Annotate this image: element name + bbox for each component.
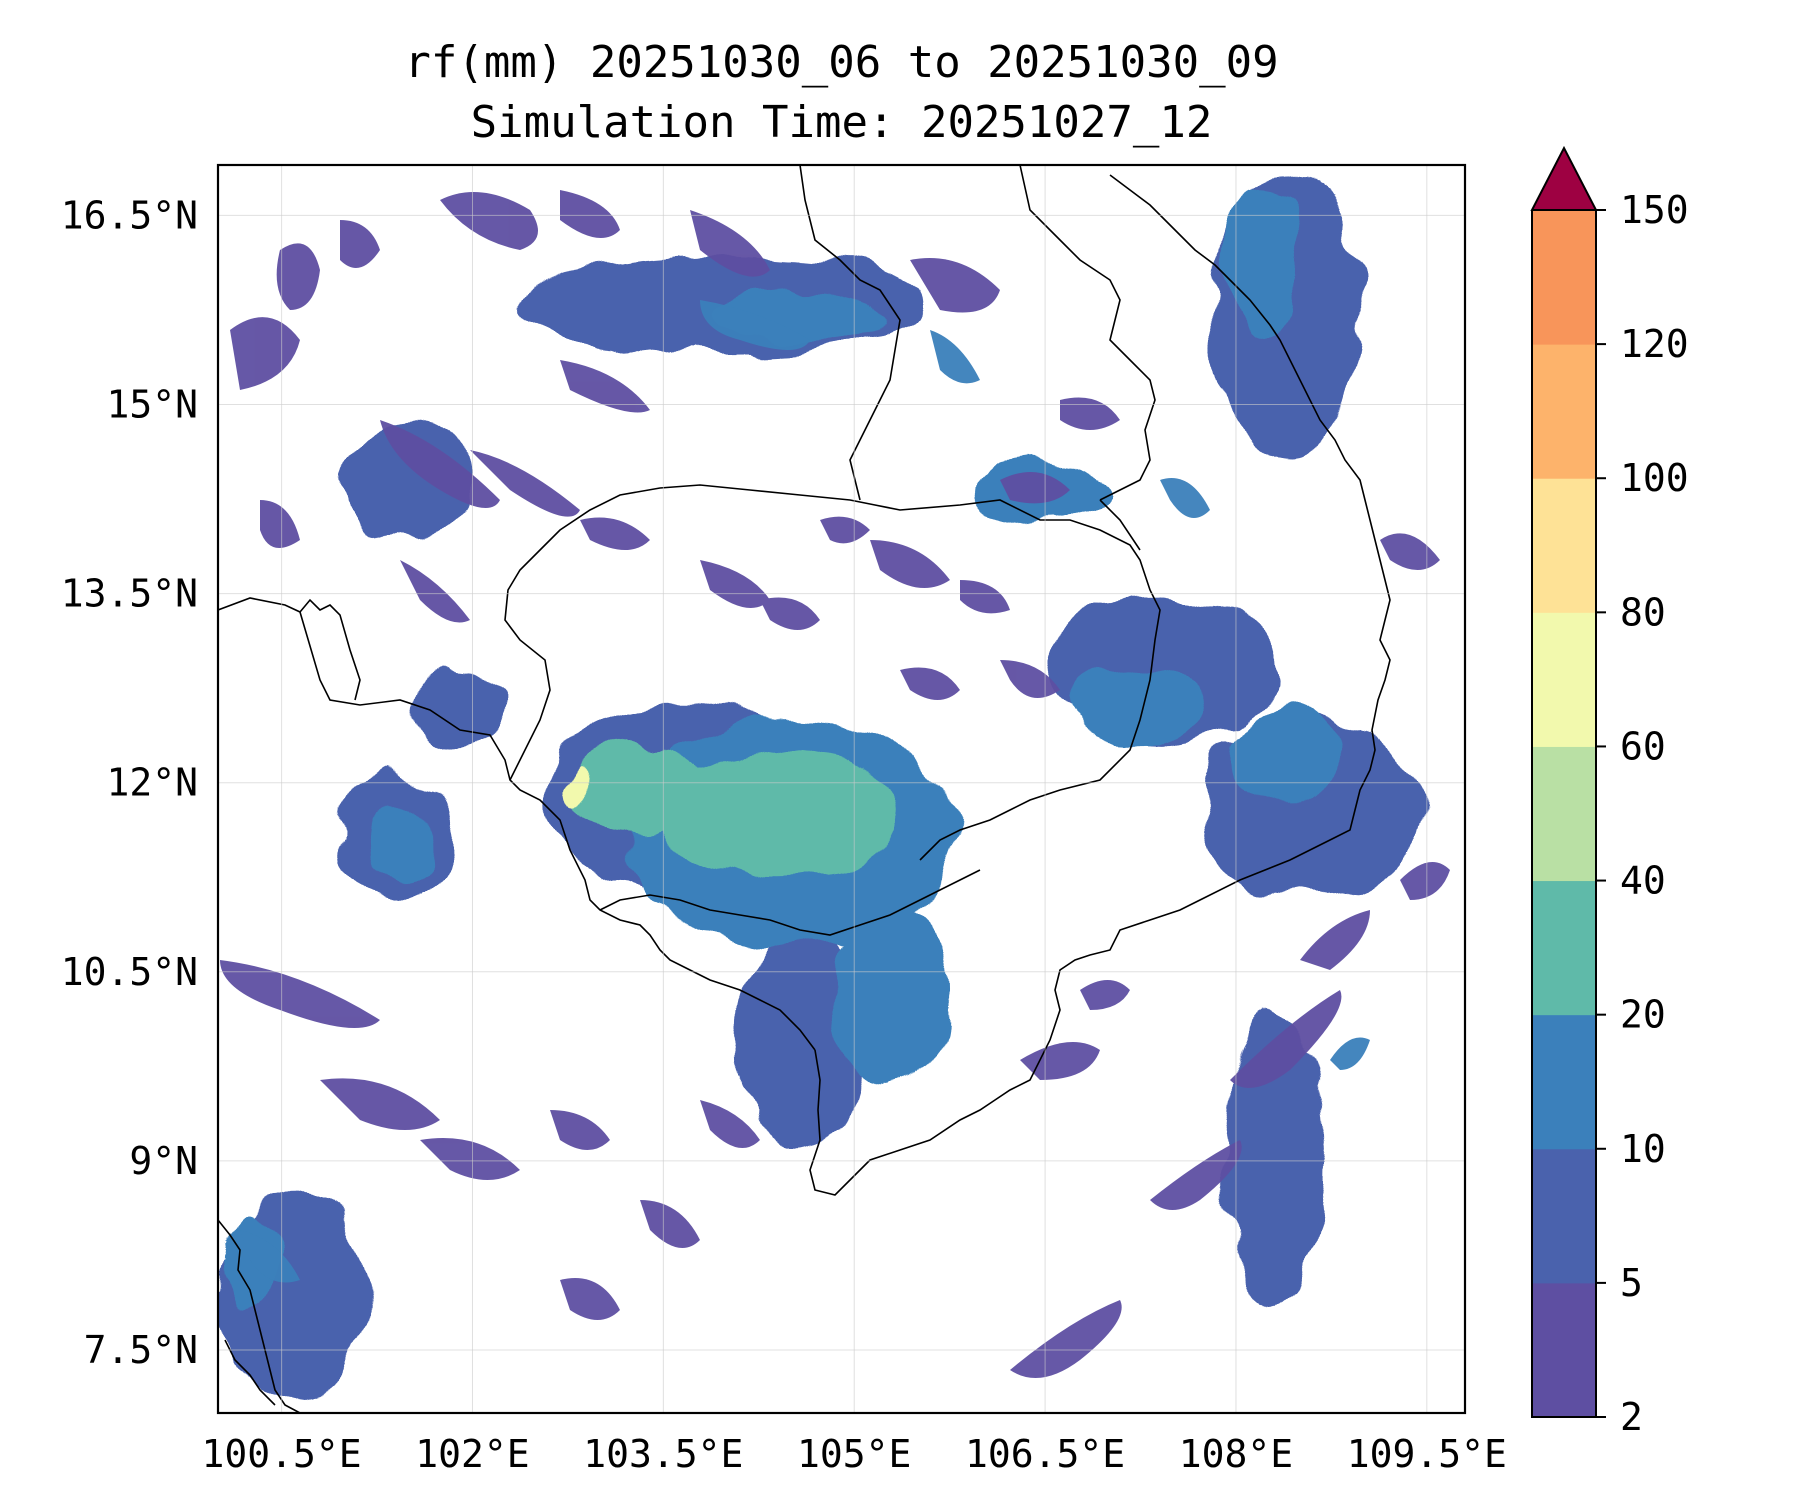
- light-rain-patches: [220, 190, 1450, 1378]
- colorbar-segment: [1532, 880, 1596, 1016]
- map-frame: [216, 163, 1467, 1415]
- colorbar-tick-label: 150: [1620, 188, 1689, 232]
- colorbar-tick-label: 5: [1620, 1261, 1643, 1305]
- colorbar-segment: [1532, 1282, 1596, 1418]
- colorbar-tick-label: 2: [1620, 1395, 1643, 1439]
- rain-area-vietnam-coast-north-core: [1223, 190, 1300, 342]
- border-vietnam-cambodia-east: [1099, 499, 1141, 551]
- colorbar-segment: [1532, 478, 1596, 613]
- rainfall-streaks: [220, 190, 1450, 1378]
- coastlines-and-borders: [218, 165, 1391, 1413]
- lat-tick-label: 16.5°N: [61, 193, 198, 237]
- border-laos-vietnam: [1019, 165, 1156, 501]
- colorbar-tick-label: 60: [1620, 724, 1666, 768]
- rain-area-malay-peninsula-core: [224, 1211, 276, 1313]
- border-thailand-cambodia: [299, 598, 361, 701]
- rain-area-gulf-of-thailand-cell-core: [364, 804, 428, 875]
- lat-tick-label: 13.5°N: [61, 572, 198, 616]
- moderate-rain-patches: [240, 300, 1370, 1283]
- rain-area-vietnam-south-central-core: [1064, 669, 1205, 745]
- coastline-malay-west: [218, 1219, 301, 1413]
- colorbar-tick-label: 40: [1620, 859, 1666, 903]
- lat-tick-label: 7.5°N: [84, 1328, 198, 1372]
- colorbar-tick-label: 100: [1620, 456, 1689, 500]
- colorbar-frame: [1531, 210, 1597, 1418]
- rain-area-koh-kong-peak: [570, 771, 591, 807]
- lat-tick-label: 15°N: [106, 383, 198, 427]
- rain-area-mekong-delta-central: [835, 902, 950, 1092]
- lon-tick-label: 105°E: [797, 1432, 911, 1476]
- lon-tick-label: 108°E: [1179, 1432, 1293, 1476]
- lon-tick-label: 102°E: [415, 1432, 529, 1476]
- lat-tick-label: 12°N: [106, 761, 198, 805]
- plot-subtitle: Simulation Time: 20251027_12: [470, 97, 1213, 148]
- plot-title: rf(mm) 20251030_06 to 20251030_09: [404, 37, 1279, 88]
- lon-tick-label: 109.5°E: [1347, 1432, 1507, 1476]
- colorbar-segment: [1532, 746, 1596, 882]
- colorbar-segment: [1532, 210, 1596, 345]
- rain-area-thailand-east-coast: [415, 662, 505, 752]
- colorbar-extend-arrow: [1530, 145, 1598, 211]
- colorbar-tick-label: 20: [1620, 993, 1666, 1037]
- graticule: [218, 165, 1465, 1413]
- lat-tick-label: 10.5°N: [61, 950, 198, 994]
- border-cambodia-south: [599, 869, 981, 936]
- colorbar-segment: [1532, 1014, 1596, 1150]
- rain-area-cambodia-west-core: [574, 744, 702, 834]
- colorbar: 2 5 10 20 40 60 80 100 120 150: [1530, 145, 1689, 1439]
- lon-tick-label: 106.5°E: [965, 1432, 1125, 1476]
- colorbar-segment: [1532, 1148, 1596, 1284]
- lon-tick-label: 103.5°E: [583, 1432, 743, 1476]
- colorbar-tick-label: 120: [1620, 322, 1689, 366]
- map-axes: 100.5°E 102°E 103.5°E 105°E 106.5°E 108°E 109.…: [61, 193, 1507, 1476]
- rain-area-south-china-sea-band-core: [1235, 707, 1338, 808]
- coastline-thailand-gulf: [218, 597, 816, 1051]
- border-laos-thailand: [799, 165, 901, 501]
- coastline-mekong-delta: [809, 174, 1391, 1196]
- colorbar-tick-label: 10: [1620, 1127, 1666, 1171]
- colorbar-segment: [1532, 612, 1596, 747]
- lat-tick-label: 9°N: [129, 1139, 198, 1183]
- coastline-malay-east: [224, 1339, 276, 1406]
- rain-area-thailand-west-band: [345, 417, 473, 544]
- rainfall-contours: [218, 177, 1427, 1401]
- colorbar-segment: [1532, 344, 1596, 479]
- lon-tick-label: 100.5°E: [202, 1432, 362, 1476]
- colorbar-tick-label: 80: [1620, 590, 1666, 634]
- border-cambodia-north: [504, 484, 1161, 861]
